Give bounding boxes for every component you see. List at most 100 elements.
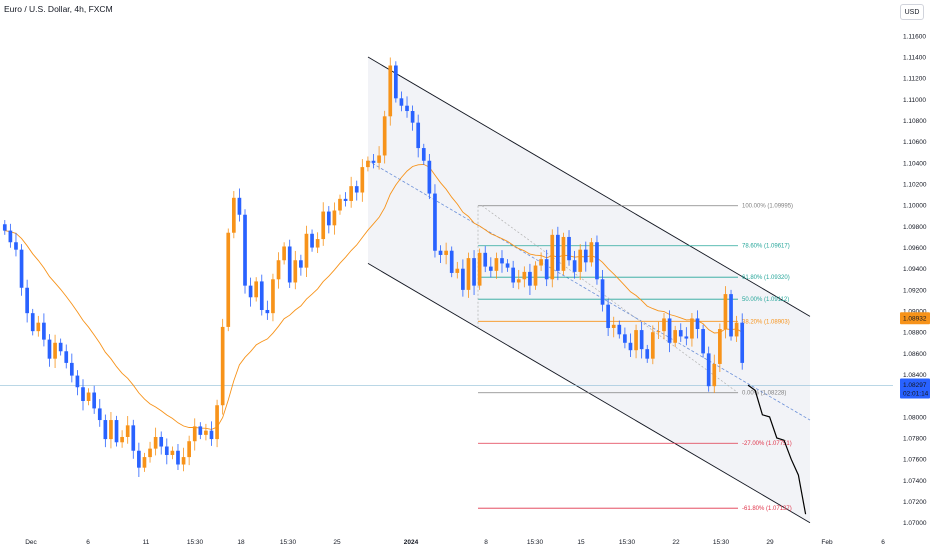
candle-body [455,268,460,273]
fib-label: -27.00% (1.07751) [742,441,792,447]
candle-body [299,260,303,268]
candle-body [287,246,292,283]
candle-body [388,65,393,117]
currency-button[interactable]: USD [900,4,924,20]
candle-body [578,249,583,272]
candle-body [516,279,521,283]
time-tick-label: 8 [484,539,488,546]
time-tick-label: 6 [881,539,885,546]
candle-body [332,210,337,226]
fib-label: 100.00% (1.09995) [742,204,793,210]
candle-body [164,446,169,455]
time-tick-label: 6 [86,539,90,546]
candle-body [656,331,661,333]
price-tick-label: 1.09800 [903,224,927,231]
price-tick-label: 1.09200 [903,287,927,294]
current-price-tag [900,378,930,399]
candle-body [611,324,616,328]
price-tick-label: 1.11200 [903,76,926,83]
moving-average-line [4,163,743,430]
candle-body [639,330,644,350]
candle-body [64,351,69,363]
price-tick-label: 1.09000 [903,309,927,316]
candle-body [349,186,353,201]
candle-body [248,285,253,298]
price-tick-label: 1.08800 [903,330,927,337]
candle-body [198,426,203,435]
candle-body [550,234,555,280]
candle-body [662,318,666,332]
time-tick-label: 18 [237,539,245,546]
candle-body [265,309,270,314]
marker-price-tag [900,312,930,325]
candle-body [310,233,314,248]
price-tick-label: 1.07400 [903,478,927,485]
candle-body [712,363,717,387]
candle-body [176,450,180,465]
price-tick-label: 1.11600 [903,33,926,40]
channel-midline [367,160,811,421]
candle-body [271,279,275,314]
candle-body [723,294,728,330]
candle-body [695,318,700,330]
candle-body [153,436,158,449]
chart-title: Euro / U.S. Dollar, 4h, FXCM [4,4,113,14]
time-tick-label: 11 [143,539,150,546]
candle-body [226,232,231,327]
price-tick-label: 1.09400 [903,266,927,273]
candle-body [215,405,219,440]
channel-layer [367,56,811,524]
candle-body [494,258,499,271]
candle-body [650,332,655,359]
countdown-text: 02:01:14 [903,390,929,397]
time-tick-label: 22 [672,539,680,546]
fib-diagonal [481,205,739,394]
candle-body [539,259,543,266]
candle-body [120,436,124,443]
candle-body [75,375,80,388]
price-tick-label: 1.07200 [903,499,927,506]
candle-body [282,246,286,261]
candle-body [304,233,309,268]
candle-body [192,426,197,442]
candle-body [394,65,398,99]
candle-body [589,242,594,263]
candle-body [220,326,225,406]
candle-body [254,281,259,298]
fib-label: 0.00% (1.08228) [742,391,786,397]
time-tick-label: 25 [333,539,341,546]
candle-body [472,258,476,286]
candle-body [667,318,672,343]
candle-body [533,265,538,286]
candle-body [243,214,247,286]
candle-body [567,236,571,261]
time-tick-label: 15:30 [280,539,297,546]
candle-body [81,387,85,401]
candle-body [405,105,409,112]
candle-body [326,211,331,226]
time-tick-label: 29 [766,539,774,546]
candle-body [600,279,605,305]
candle-body [42,322,46,340]
candles-layer [2,57,745,477]
fib-label: -61.80% (1.07137) [742,506,792,512]
candle-body [528,271,532,286]
candle-body [561,236,566,271]
candle-body [142,457,147,468]
candle-body [343,198,348,201]
price-tick-label: 1.11400 [903,55,926,62]
candle-body [628,342,633,351]
candle-body [740,322,745,363]
candle-body [366,160,370,168]
candle-body [483,252,488,267]
candle-body [461,268,465,290]
candle-body [690,318,694,339]
price-tick-label: 1.09600 [903,245,927,252]
candle-body [421,148,426,161]
candle-body [673,330,678,343]
time-tick-label: 15 [577,539,585,546]
candle-body [634,330,638,351]
fib-label: 61.80% (1.09320) [742,275,790,281]
price-tick-label: 1.07000 [903,520,927,527]
